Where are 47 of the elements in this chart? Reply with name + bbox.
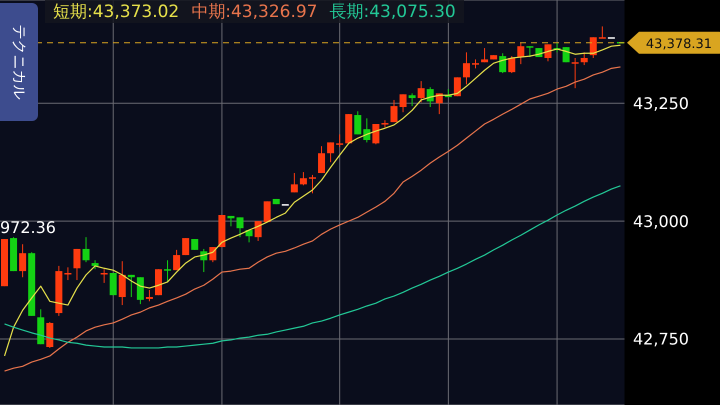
text: 長期:43,075.30 <box>330 1 456 23</box>
candlestick <box>173 249 180 271</box>
candlestick <box>372 124 380 145</box>
candlestick <box>164 260 172 282</box>
candlestick <box>146 289 153 302</box>
candlestick <box>290 172 298 193</box>
candlestick <box>118 260 126 306</box>
candlestick <box>100 268 108 284</box>
text: 短期:43,373.02 <box>53 1 180 23</box>
candlestick <box>308 174 316 194</box>
candlestick <box>327 142 334 163</box>
candlestick <box>590 36 597 58</box>
candlestick <box>598 26 606 39</box>
candlestick <box>254 220 262 242</box>
candlestick <box>236 216 244 238</box>
candlestick <box>390 99 398 123</box>
y-tick-label: 43,000 <box>633 212 689 231</box>
candlestick <box>580 52 588 66</box>
candlestick <box>508 56 516 74</box>
annotation: テクニカル <box>10 24 28 102</box>
candlestick <box>499 52 506 74</box>
candlestick <box>336 134 344 148</box>
candlestick <box>517 42 524 65</box>
candlestick <box>354 110 362 135</box>
candlestick <box>209 246 216 263</box>
candlestick <box>526 46 534 58</box>
candlestick <box>82 236 90 263</box>
candlestick <box>426 86 434 108</box>
candlestick <box>136 276 144 305</box>
candlestick <box>19 244 26 278</box>
candlestick <box>182 238 190 256</box>
candlestick <box>462 52 470 85</box>
candlestick <box>318 146 326 174</box>
candlestick <box>418 80 425 103</box>
y-tick-label: 43,250 <box>633 94 689 113</box>
candlestick <box>408 92 416 107</box>
candlestick <box>73 248 80 281</box>
y-tick-label: 42,750 <box>633 330 689 349</box>
text: 中期:43,326.97 <box>191 1 318 23</box>
ref-line-label: 43,378.31 <box>646 36 712 52</box>
candlestick <box>400 94 407 113</box>
candlestick <box>300 172 307 186</box>
candlestick <box>64 266 72 281</box>
tab-button: テクニカル <box>0 3 38 121</box>
candlestick <box>191 238 198 250</box>
annotation: 972.36 <box>0 218 56 237</box>
candlestick <box>572 57 579 89</box>
